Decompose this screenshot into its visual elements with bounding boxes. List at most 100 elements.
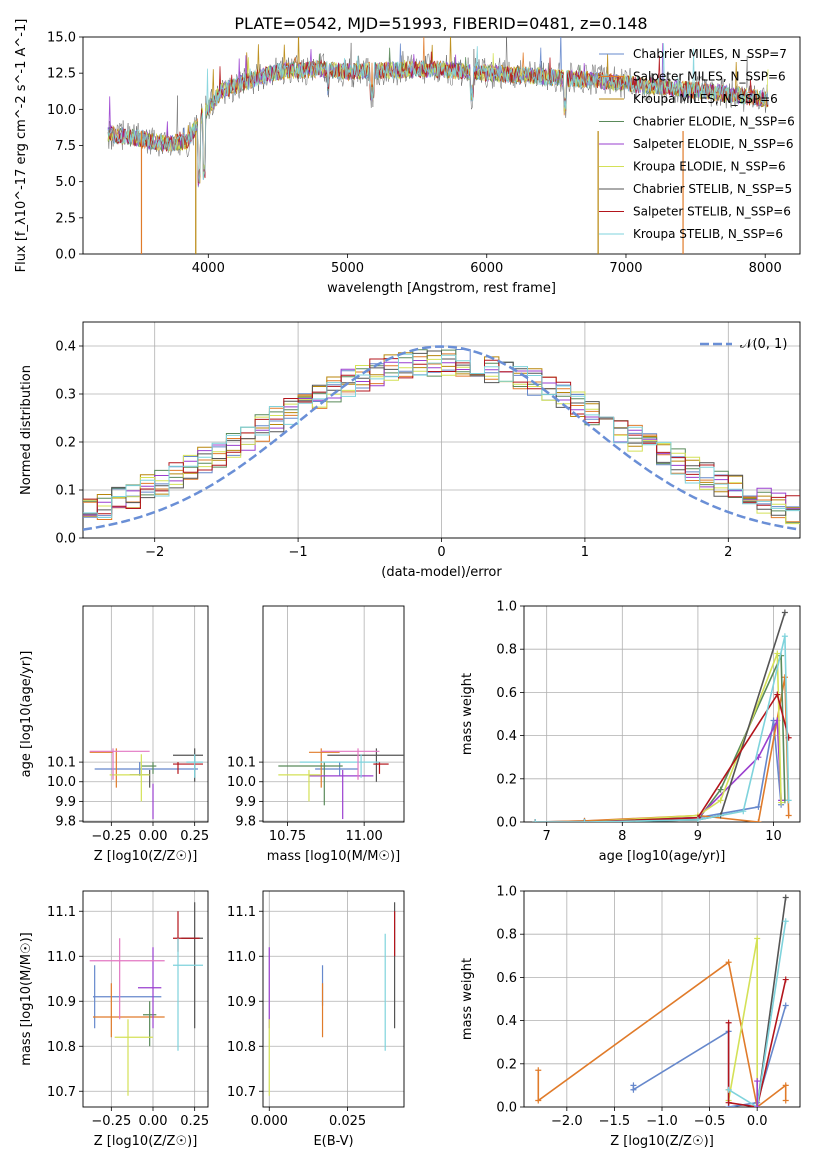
y-tick-label: 9.8 xyxy=(235,815,256,830)
y-tick-label: 0.0 xyxy=(55,248,76,263)
legend-gauss-label: 𝒩(0, 1) xyxy=(740,337,787,352)
weight-point-marker xyxy=(535,1097,542,1104)
weight-point-marker xyxy=(694,816,701,822)
y-tick-label: 0.4 xyxy=(496,729,517,744)
plot-area xyxy=(83,345,800,531)
y-tick-label: 0.4 xyxy=(496,1014,517,1029)
y-tick-label: 11.1 xyxy=(227,905,256,920)
x-tick-label: 9 xyxy=(694,829,702,844)
y-tick-label: 5.0 xyxy=(55,175,76,190)
axes-frame xyxy=(523,605,801,823)
y-tick-label: 10.7 xyxy=(47,1085,76,1100)
spectrum-legend: Chabrier MILES, N_SSP=7 Salpeter MILES, N… xyxy=(599,47,795,241)
y-axis-label: Normed distribution xyxy=(19,365,34,495)
legend-label: Kroupa ELODIE, N_SSP=6 xyxy=(633,160,786,174)
panels: 4000 5000 6000 7000 80000.02.55.07.510.012.5… xyxy=(14,19,801,1149)
y-tick-label: 11.0 xyxy=(47,950,76,965)
weight-point-marker xyxy=(778,799,785,806)
x-tick-label: 10.75 xyxy=(269,829,306,844)
weight-point-marker xyxy=(725,1019,732,1026)
weight-point-marker xyxy=(785,797,792,804)
x-tick-label: −1.0 xyxy=(646,1114,678,1129)
x-tick-label: 10 xyxy=(765,829,782,844)
legend-label: Chabrier STELIB, N_SSP=5 xyxy=(633,182,792,196)
y-tick-label: 0.4 xyxy=(55,340,76,355)
y-tick-label: 9.9 xyxy=(55,795,76,810)
plot-area xyxy=(107,37,769,254)
plot-area xyxy=(89,748,203,820)
weight-point-marker xyxy=(781,609,788,616)
y-tick-label: 10.9 xyxy=(47,995,76,1010)
x-tick-label: −2.0 xyxy=(551,1114,583,1129)
weight-point-marker xyxy=(754,1104,761,1107)
histogram-series-8 xyxy=(83,358,800,515)
y-tick-label: 0.8 xyxy=(496,928,517,943)
panel-weight-vs-age: 7 8 9 10 0.0 0.2 0.4 0.6 0.8 1.0 age [log10(age/yr… xyxy=(460,600,801,864)
x-tick-label: 0.00 xyxy=(139,1114,168,1129)
histogram-series-6 xyxy=(83,358,800,525)
weight-point-marker xyxy=(755,819,762,822)
x-tick-label: −1 xyxy=(289,545,308,560)
x-axis-label: (data-model)/error xyxy=(381,565,502,580)
legend-label: Kroupa STELIB, N_SSP=6 xyxy=(633,227,783,241)
legend-label: Chabrier MILES, N_SSP=7 xyxy=(633,47,787,61)
x-tick-label: 0.25 xyxy=(180,829,209,844)
y-tick-label: 10.8 xyxy=(47,1040,76,1055)
legend-label: Salpeter STELIB, N_SSP=6 xyxy=(633,205,791,219)
y-axis-label: mass [log10(M/M☉)] xyxy=(19,932,34,1065)
figure-title: PLATE=0542, MJD=51993, FIBERID=0481, z=0… xyxy=(234,14,647,33)
weight-point-marker xyxy=(781,633,788,640)
y-tick-label: 10.1 xyxy=(47,756,76,771)
y-tick-label: 15.0 xyxy=(47,31,76,46)
plot-area xyxy=(89,902,203,1096)
x-tick-label: −0.25 xyxy=(91,1114,131,1129)
y-axis-label: age [log10(age/yr)] xyxy=(19,651,34,778)
weight-point-marker xyxy=(725,1086,732,1093)
panel-weight-vs-Z: −2.0 −1.5 −1.0 −0.5 0.0 0.0 0.2 0.4 0.6 0.8 1.0 Z [… xyxy=(460,885,801,1149)
y-tick-label: 7.5 xyxy=(55,139,76,154)
x-tick-label: 8000 xyxy=(749,261,782,276)
x-tick-label: 6000 xyxy=(470,261,503,276)
y-tick-label: 1.0 xyxy=(496,885,517,900)
y-tick-label: 0.6 xyxy=(496,686,517,701)
weight-line-series-5 xyxy=(727,979,787,1107)
weight-line-series-7 xyxy=(535,692,790,822)
y-tick-label: 0.0 xyxy=(55,532,76,547)
y-tick-label: 9.9 xyxy=(235,795,256,810)
axes-frame xyxy=(523,890,801,1108)
x-axis-label: Z [log10(Z/Z☉)] xyxy=(94,1134,198,1149)
axes-frame xyxy=(82,605,209,823)
x-tick-label: 2 xyxy=(724,545,732,560)
weight-point-marker xyxy=(754,935,761,942)
x-tick-label: 0.25 xyxy=(180,1114,209,1129)
weight-point-marker xyxy=(774,650,781,657)
y-tick-label: 10.0 xyxy=(47,775,76,790)
plot-area xyxy=(535,894,789,1107)
weight-point-marker xyxy=(782,1097,789,1104)
axes-frame xyxy=(82,321,801,539)
y-tick-label: 0.6 xyxy=(496,971,517,986)
x-tick-label: −0.25 xyxy=(91,829,131,844)
x-tick-label: −2 xyxy=(145,545,164,560)
y-axis-label: Flux [f_λ10^-17 erg cm^-2 s^-1 A^-1] xyxy=(14,19,29,273)
x-axis-label: Z [log10(Z/Z☉)] xyxy=(94,849,198,864)
panel-age-vs-Z: −0.25 0.00 0.25 9.8 9.9 10.0 10.1 Z [log10(Z/Z☉… xyxy=(19,605,209,864)
panel-mass-vs-EBV: 0.000 0.025 10.7 10.8 10.9 11.0 11.1 E(B-V) xyxy=(227,890,405,1149)
x-tick-label: 7000 xyxy=(609,261,642,276)
plot-area xyxy=(278,748,404,820)
x-tick-label: 0 xyxy=(437,545,445,560)
weight-point-marker xyxy=(782,918,789,925)
weight-point-marker xyxy=(774,691,781,698)
y-tick-label: 0.3 xyxy=(55,388,76,403)
weight-line-series-6 xyxy=(728,921,787,1107)
y-tick-label: 10.1 xyxy=(227,756,256,771)
x-tick-label: 1 xyxy=(581,545,589,560)
y-tick-label: 10.9 xyxy=(227,995,256,1010)
legend-label: Salpeter MILES, N_SSP=6 xyxy=(633,70,786,84)
x-tick-label: 0.000 xyxy=(251,1114,288,1129)
x-axis-label: Z [log10(Z/Z☉)] xyxy=(610,1134,714,1149)
weight-line-series-5 xyxy=(535,653,782,822)
weight-point-marker xyxy=(725,1099,732,1106)
x-tick-label: 0.025 xyxy=(329,1114,366,1129)
weight-line-series-3 xyxy=(535,655,786,822)
